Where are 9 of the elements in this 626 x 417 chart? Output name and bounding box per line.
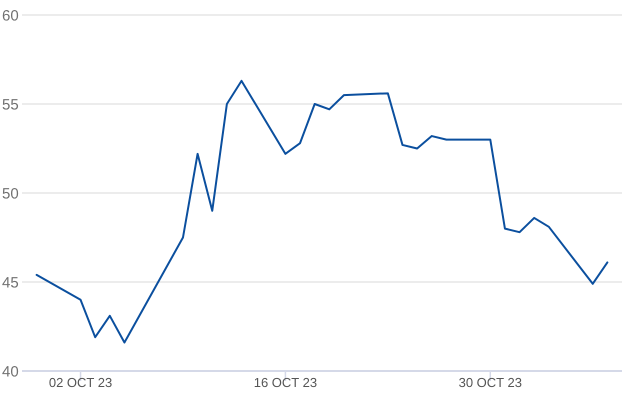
y-tick-label: 50 [2,185,19,202]
y-tick-label: 60 [2,7,19,24]
y-tick-label: 55 [2,96,19,114]
y-tick-label: 40 [2,363,19,380]
line-series [36,80,608,344]
x-tick-label: 02 OCT 23 [48,375,112,390]
y-tick-label: 45 [2,274,19,292]
x-tick-label: 16 OCT 23 [254,375,318,390]
x-tick-label: 30 OCT 23 [458,375,522,390]
